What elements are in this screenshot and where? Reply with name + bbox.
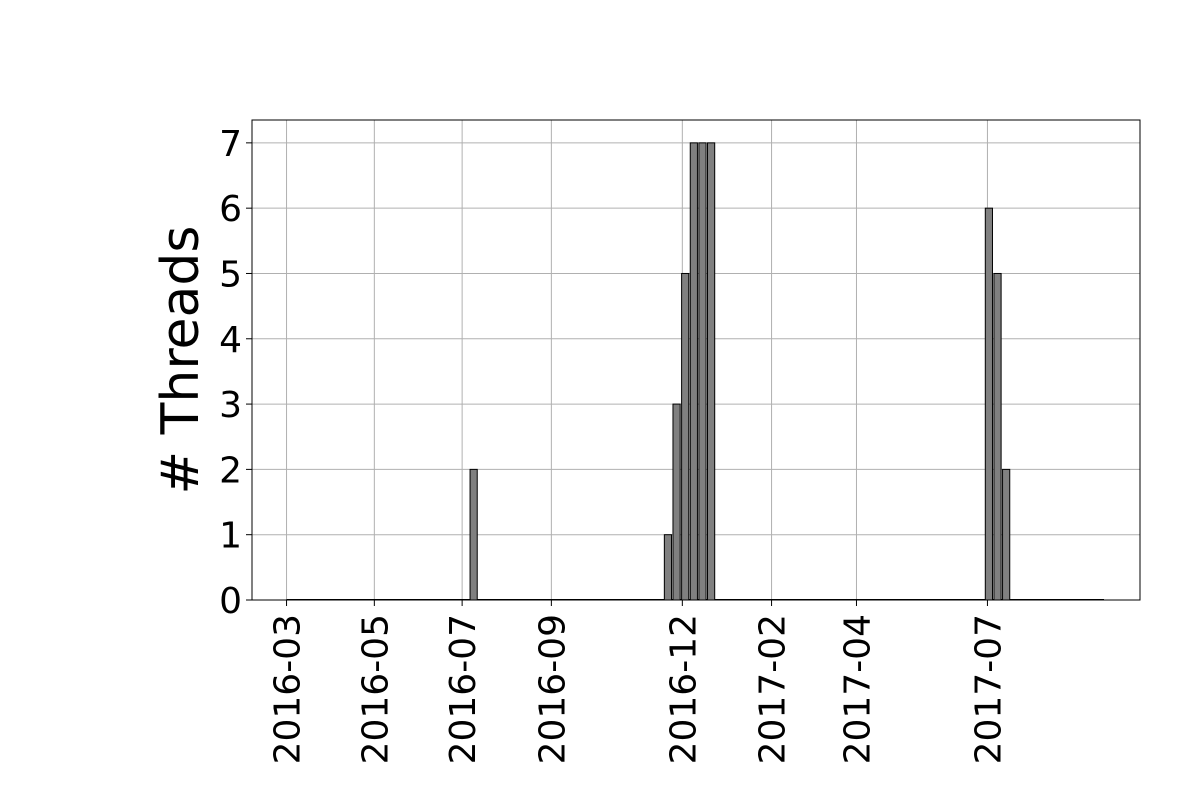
y-tick-label: 3	[219, 385, 242, 426]
y-tick-label: 0	[219, 581, 242, 622]
y-axis-ticks: 0 1 2 3 4 5 6 7	[219, 124, 252, 622]
x-tick-label: 2017-02	[753, 614, 794, 764]
x-tick-label: 2016-12	[663, 614, 704, 764]
y-tick-label: 1	[219, 516, 242, 557]
bar	[663, 534, 673, 601]
bar	[681, 272, 690, 601]
y-axis-label: # Threads	[151, 225, 211, 494]
bar	[984, 207, 993, 601]
x-tick-label: 2016-09	[532, 614, 573, 764]
y-tick-label: 4	[219, 320, 242, 361]
y-tick-label: 5	[219, 254, 242, 295]
bar	[1002, 468, 1011, 601]
bars	[469, 142, 1011, 601]
y-tick-label: 7	[219, 124, 242, 165]
x-tick-label: 2017-04	[837, 614, 878, 764]
bar	[707, 142, 716, 601]
x-tick-label: 2016-07	[443, 614, 484, 764]
bar	[993, 272, 1002, 601]
x-tick-label: 2016-05	[355, 614, 396, 764]
x-tick-label: 2016-03	[268, 614, 309, 764]
x-tick-label: 2017-07	[968, 614, 1009, 764]
y-tick-label: 6	[219, 189, 242, 230]
y-tick-label: 2	[219, 450, 242, 491]
plot-frame	[251, 119, 1141, 601]
bar	[672, 403, 681, 601]
bar	[469, 468, 478, 601]
x-axis-ticks: 2016-03 2016-05 2016-07 2016-09 2016-12 2017-…	[268, 600, 1009, 764]
bar	[689, 142, 698, 601]
bar	[698, 142, 707, 601]
